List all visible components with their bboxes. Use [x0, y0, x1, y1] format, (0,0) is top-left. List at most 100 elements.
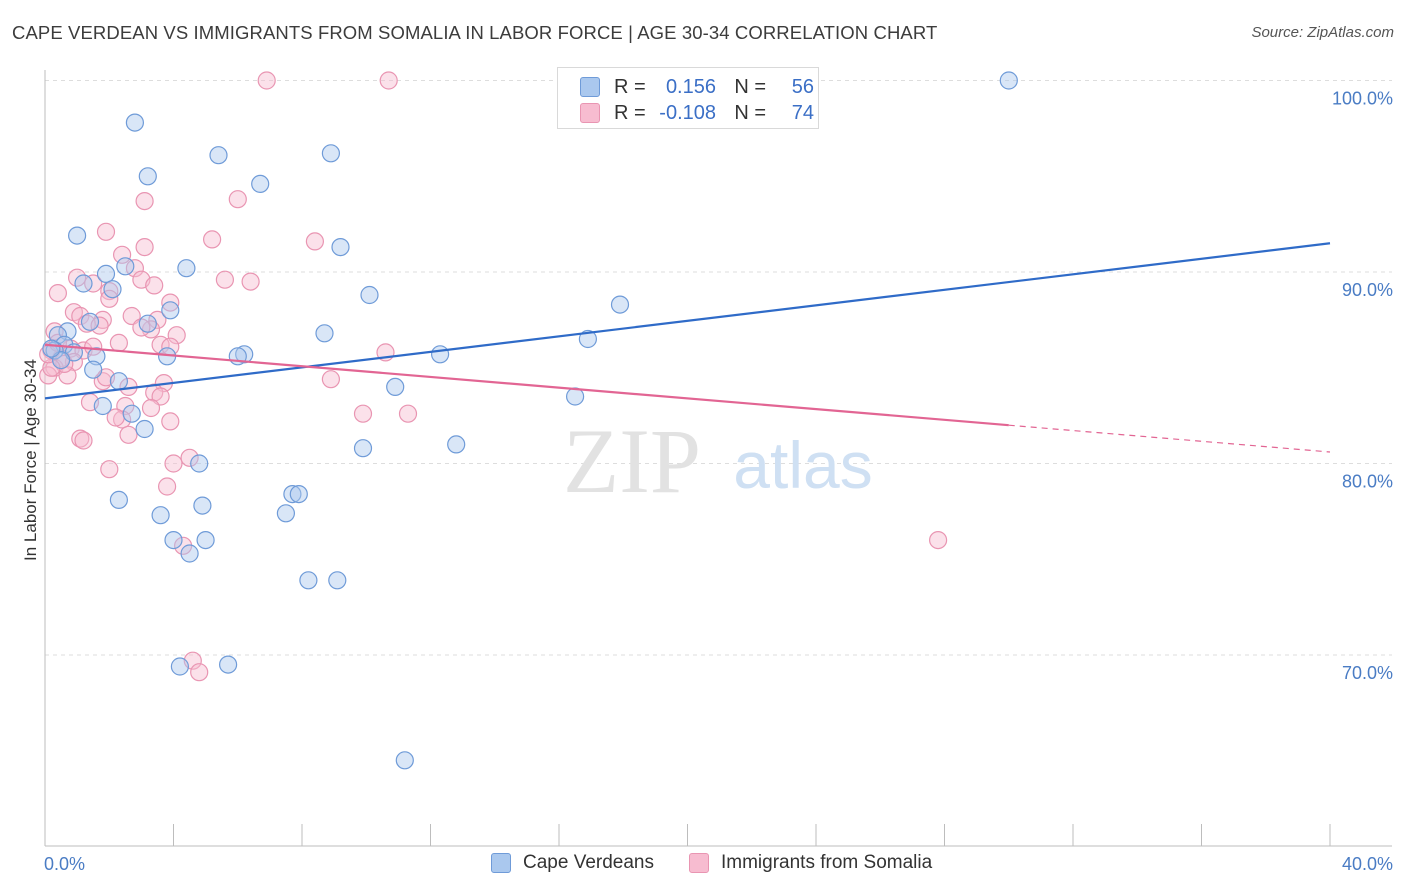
trend-line-somalia — [44, 343, 1009, 427]
somalia-point-50 — [353, 404, 373, 423]
cape-verdean-point-50 — [299, 571, 318, 590]
cape-verdean-point-11 — [74, 274, 93, 293]
legend-item-cape-verdeans[interactable]: Cape Verdeans — [491, 852, 654, 874]
cape-verdean-point-12 — [103, 280, 122, 299]
cape-verdean-point-5 — [251, 174, 270, 193]
cape-verdean-point-55 — [42, 339, 61, 358]
y-axis-label: In Labor Force | Age 30-34 — [21, 359, 40, 561]
cape-verdean-point-15 — [161, 301, 180, 320]
somalia-point-64 — [190, 663, 209, 682]
cape-verdean-point-36 — [122, 404, 141, 423]
x-tick-label-1: 40.0% — [1342, 854, 1393, 874]
somalia-point-18 — [161, 293, 180, 312]
cape-verdean-point-41 — [109, 490, 129, 509]
somalia-point-49 — [112, 410, 132, 429]
somalia-point-56 — [74, 431, 93, 450]
somalia-point-3 — [228, 190, 247, 209]
somalia-point-52 — [161, 412, 180, 431]
trend-line-somalia-extension — [1008, 424, 1331, 453]
cape-verdean-point-48 — [196, 530, 215, 550]
trend-lines — [44, 242, 1331, 453]
somalia-point-61 — [928, 530, 948, 550]
cape-verdean-point-20 — [315, 324, 334, 343]
legend-r-label: R = — [614, 101, 646, 124]
cape-verdean-point-4 — [321, 144, 340, 163]
cape-verdean-point-49 — [180, 544, 199, 563]
y-tick-label-3: 100.0% — [1332, 89, 1393, 109]
cape-verdean-point-51 — [328, 571, 347, 590]
watermark-zip: ZIP — [563, 410, 701, 512]
somalia-point-71 — [141, 398, 161, 418]
stats-legend: R = 0.156 N = 56 R = -0.108 N = 74 — [557, 67, 819, 129]
legend-n-value: 74 — [791, 101, 814, 124]
cape-verdean-point-1 — [125, 113, 144, 132]
somalia-point-5 — [203, 230, 222, 249]
y-tick-label-1: 80.0% — [1342, 472, 1393, 492]
legend-item-somalia[interactable]: Immigrants from Somalia — [689, 852, 932, 874]
somalia-point-51 — [398, 404, 418, 423]
legend-r-value: -0.108 — [659, 101, 716, 124]
cape-verdean-point-16 — [80, 312, 100, 331]
cape-verdean-point-40 — [190, 454, 209, 473]
cape-verdean-point-44 — [193, 496, 212, 515]
cape-verdean-point-45 — [151, 506, 170, 525]
cape-verdean-point-35 — [93, 396, 112, 416]
cape-verdean-point-33 — [386, 377, 405, 396]
x-tick-label-0: 0.0% — [44, 854, 85, 874]
legend-r-value: 0.156 — [665, 75, 716, 98]
legend-swatch-somalia — [580, 103, 600, 123]
cape-verdean-point-14 — [610, 295, 630, 314]
somalia-point-22 — [148, 310, 167, 329]
cape-verdean-point-52 — [170, 657, 189, 676]
somalia-point-59 — [100, 460, 119, 479]
cape-verdean-point-25 — [87, 347, 106, 366]
trend-line-cape-verdean — [44, 242, 1331, 400]
somalia-point-27 — [167, 326, 186, 345]
cape-verdean-point-10 — [96, 264, 116, 283]
cape-verdean-point-2 — [138, 167, 157, 186]
somalia-point-43 — [321, 370, 340, 389]
somalia-point-4 — [96, 222, 116, 241]
cape-verdean-point-8 — [116, 257, 135, 276]
series-legend: Cape Verdeans Immigrants from Somalia — [0, 852, 1406, 878]
watermark-atlas: atlas — [733, 428, 872, 502]
cape-verdean-point-54 — [395, 751, 414, 770]
somalia-point-17 — [48, 284, 68, 303]
cape-verdean-point-21 — [578, 329, 598, 349]
cape-verdean-point-0 — [999, 71, 1018, 90]
chart-title: CAPE VERDEAN VS IMMIGRANTS FROM SOMALIA … — [12, 22, 938, 43]
somalia-point-8 — [112, 245, 132, 264]
cape-verdean-point-17 — [138, 314, 157, 333]
legend-label-cape-verdeans: Cape Verdeans — [523, 852, 654, 873]
somalia-point-55 — [71, 429, 90, 448]
cape-verdean-point-32 — [109, 372, 129, 391]
somalia-point-1 — [379, 71, 398, 90]
cape-verdean-point-31 — [84, 360, 103, 379]
legend-swatch-cape-verdean — [580, 77, 600, 97]
legend-n-value: 56 — [791, 75, 814, 98]
somalia-point-54 — [119, 425, 138, 444]
somalia-point-6 — [305, 232, 324, 251]
cape-verdean-point-18 — [58, 322, 77, 341]
somalia-point-66 — [100, 289, 119, 308]
cape-verdean-point-47 — [164, 530, 183, 550]
cape-verdean-point-7 — [331, 238, 350, 257]
somalia-point-69 — [42, 358, 61, 377]
somalia-point-16 — [145, 276, 164, 295]
cape-verdean-point-53 — [219, 655, 238, 674]
cape-verdean-point-43 — [289, 485, 308, 504]
legend-r-label: R = — [614, 75, 646, 98]
somalia-point-25 — [90, 316, 109, 335]
series-somalia-points — [39, 71, 948, 682]
legend-label-somalia: Immigrants from Somalia — [721, 852, 933, 873]
cape-verdean-point-38 — [447, 435, 466, 454]
cape-verdean-point-42 — [283, 485, 302, 504]
y-tick-label-2: 90.0% — [1342, 280, 1393, 300]
legend-swatch-cape-verdeans — [491, 853, 511, 873]
cape-verdean-point-13 — [360, 285, 379, 305]
somalia-point-29 — [109, 333, 129, 352]
cape-verdean-point-39 — [353, 439, 373, 458]
somalia-point-7 — [135, 238, 154, 257]
y-tick-label-0: 70.0% — [1342, 663, 1393, 683]
somalia-point-2 — [135, 192, 154, 211]
